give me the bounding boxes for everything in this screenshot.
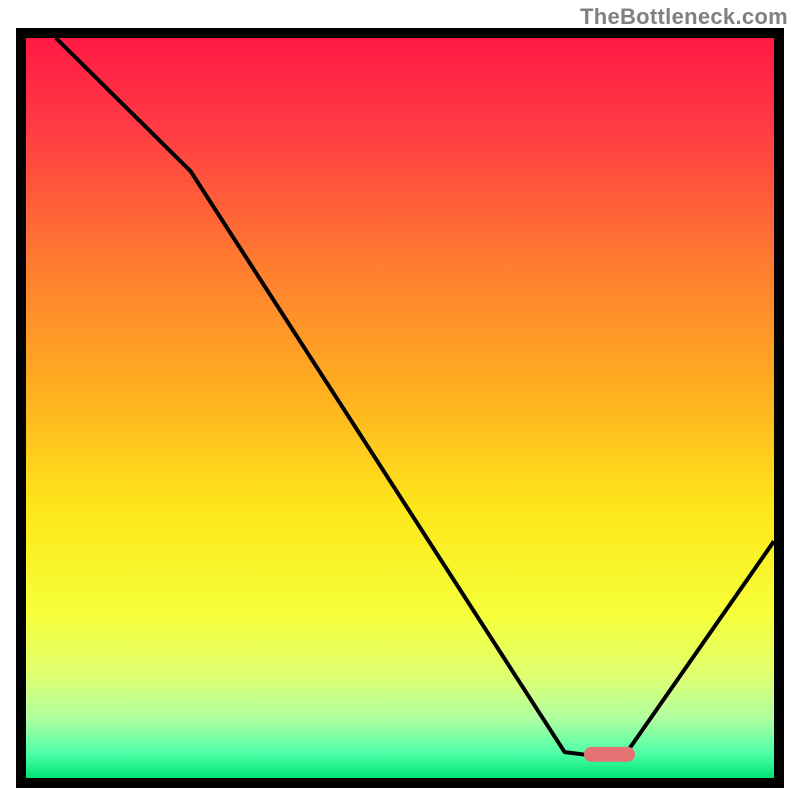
watermark-text: TheBottleneck.com xyxy=(580,4,788,30)
current-point-marker xyxy=(584,747,635,762)
root: TheBottleneck.com xyxy=(0,0,800,800)
plot-container xyxy=(16,28,784,788)
plot-svg xyxy=(16,28,784,788)
plot-background xyxy=(26,38,774,778)
